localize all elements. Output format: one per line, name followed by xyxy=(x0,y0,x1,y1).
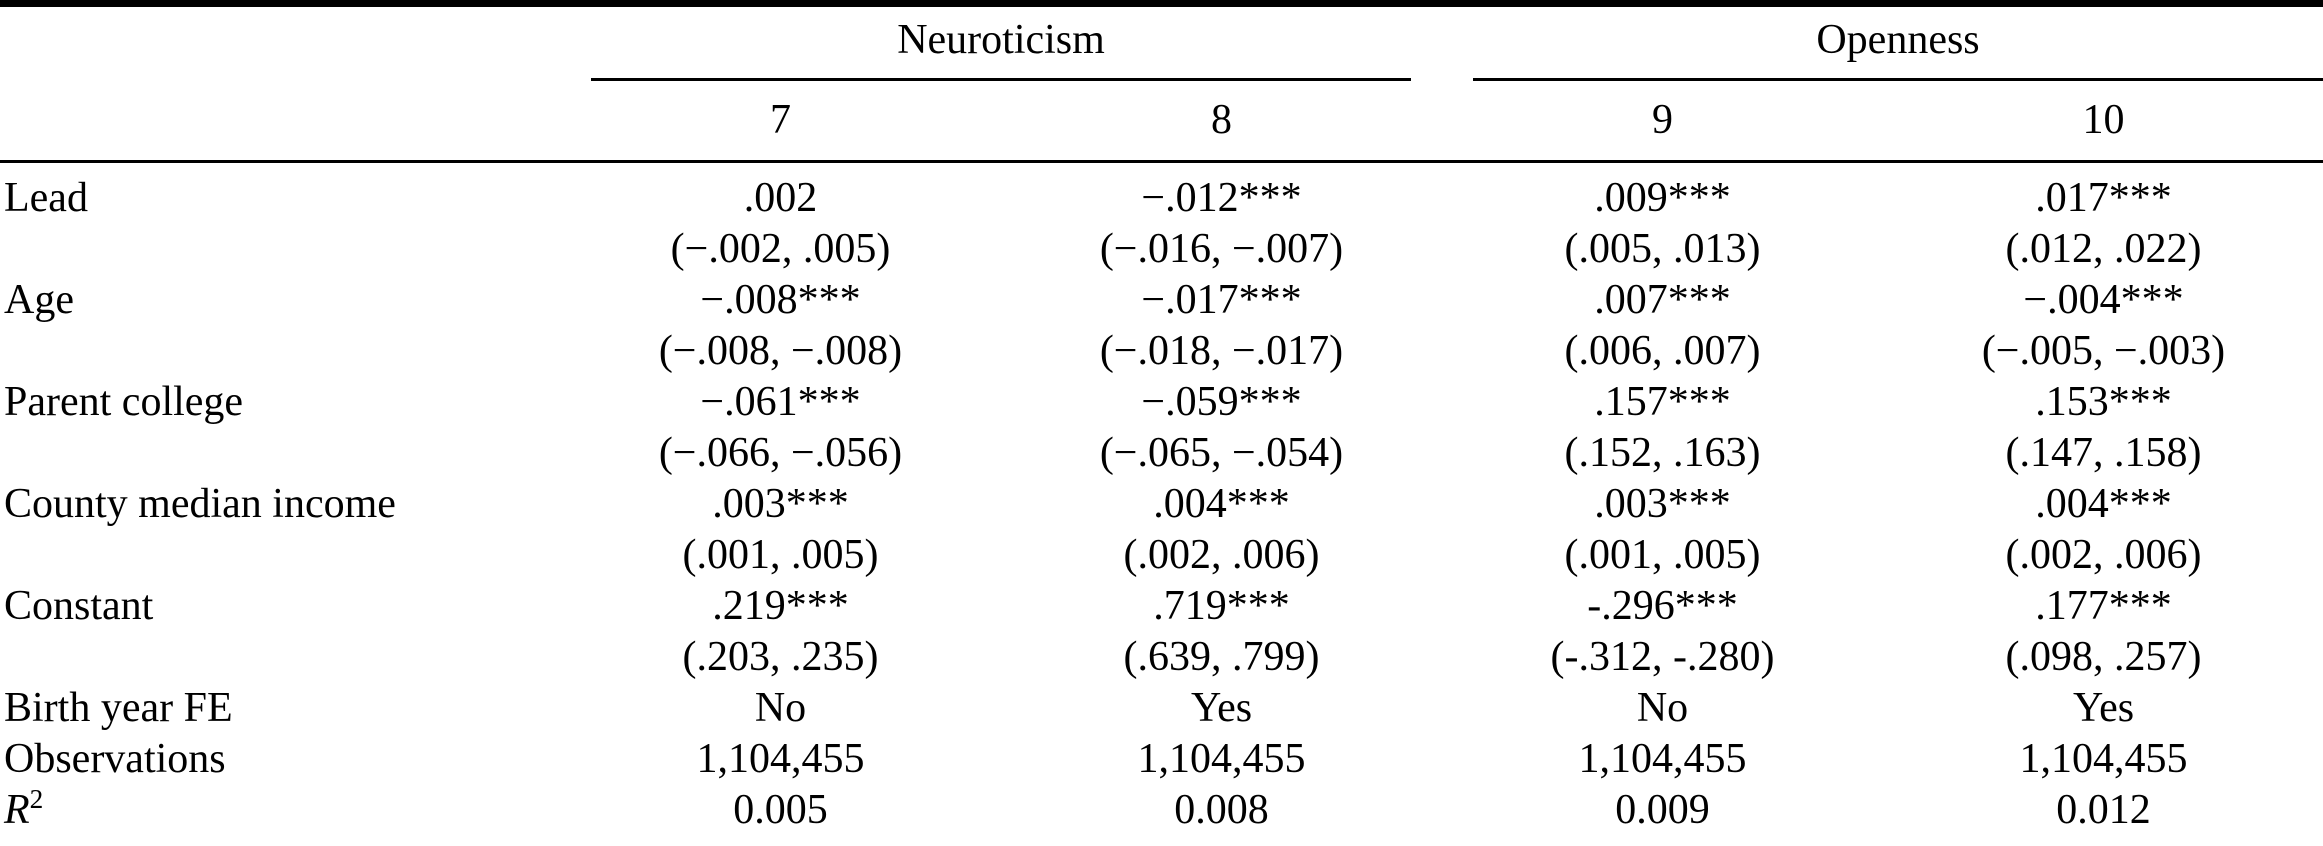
info-cell: 0.012 xyxy=(2056,787,2151,833)
ci-cell: (.012, .022) xyxy=(2005,226,2202,272)
ci-cell: (−.066, −.056) xyxy=(658,430,903,476)
estimate-cell: .003*** xyxy=(712,481,849,527)
info-row: Observations 1,104,455 1,104,455 1,104,455 1… xyxy=(0,734,2323,785)
ci-row: (−.066, −.056) (−.065, −.054) (.152, .163)… xyxy=(0,428,2323,479)
ci-cell: (.006, .007) xyxy=(1564,328,1761,374)
estimate-cell: −.061*** xyxy=(700,379,861,425)
ci-cell: (.152, .163) xyxy=(1564,430,1761,476)
coef-row: Lead .002 −.012*** .009*** .017*** xyxy=(0,162,2323,225)
estimate-cell: −.004*** xyxy=(2023,277,2184,323)
estimate-cell: .219*** xyxy=(712,583,849,629)
estimate-cell: .009*** xyxy=(1594,175,1731,221)
row-label-empty xyxy=(0,632,560,683)
row-label-empty xyxy=(0,224,560,275)
group-header-row: Neuroticism Openness xyxy=(0,4,2323,83)
group-label: Neuroticism xyxy=(897,17,1105,63)
row-label: Observations xyxy=(4,736,226,782)
estimate-cell: .153*** xyxy=(2035,379,2172,425)
group-label: Openness xyxy=(1816,17,1980,63)
info-row: Birth year FE No Yes No Yes xyxy=(0,683,2323,734)
estimate-cell: .002 xyxy=(743,175,818,221)
estimate-cell: .177*** xyxy=(2035,583,2172,629)
header-spacer xyxy=(0,4,560,83)
row-label: Parent college xyxy=(4,379,244,425)
ci-cell: (.147, .158) xyxy=(2005,430,2202,476)
column-header-9: 9 xyxy=(1442,82,1883,163)
ci-cell: (−.008, −.008) xyxy=(658,328,903,374)
ci-cell: (.005, .013) xyxy=(1564,226,1761,272)
estimate-cell: −.012*** xyxy=(1141,175,1302,221)
row-label: County median income xyxy=(4,481,396,527)
coef-row: Parent college −.061*** −.059*** .157*** .15… xyxy=(0,377,2323,428)
estimate-cell: −.059*** xyxy=(1141,379,1302,425)
estimate-cell: .017*** xyxy=(2035,175,2172,221)
info-cell: 0.009 xyxy=(1615,787,1710,833)
ci-row: (.001, .005) (.002, .006) (.001, .005) (.00… xyxy=(0,530,2323,581)
estimate-cell: .719*** xyxy=(1153,583,1290,629)
ci-cell: (.001, .005) xyxy=(1564,532,1761,578)
column-header-10: 10 xyxy=(1883,82,2323,163)
column-header-7: 7 xyxy=(560,82,1001,163)
ci-row: (.203, .235) (.639, .799) (-.312, -.280) (.… xyxy=(0,632,2323,683)
ci-cell: (.002, .006) xyxy=(1123,532,1320,578)
ci-cell: (.001, .005) xyxy=(682,532,879,578)
row-label: Birth year FE xyxy=(4,685,233,731)
row-label-empty xyxy=(0,428,560,479)
column-number-row: 7 8 9 10 xyxy=(0,82,2323,163)
info-cell: 1,104,455 xyxy=(2019,736,2188,782)
info-cell: 1,104,455 xyxy=(1137,736,1306,782)
estimate-cell: .004*** xyxy=(2035,481,2172,527)
r-squared-exponent: 2 xyxy=(29,784,44,814)
ci-cell: (.639, .799) xyxy=(1123,634,1320,680)
ci-row: (−.008, −.008) (−.018, −.017) (.006, .007)… xyxy=(0,326,2323,377)
coef-row: Constant .219*** .719*** -.296*** .177*** xyxy=(0,581,2323,632)
ci-row: (−.002, .005) (−.016, −.007) (.005, .013) (… xyxy=(0,224,2323,275)
coef-row: County median income .003*** .004*** .003**… xyxy=(0,479,2323,530)
coef-row: Age −.008*** −.017*** .007*** −.004*** xyxy=(0,275,2323,326)
estimate-cell: .003*** xyxy=(1594,481,1731,527)
row-label: Age xyxy=(4,277,74,323)
ci-cell: (-.312, -.280) xyxy=(1550,634,1775,680)
header-spacer xyxy=(0,82,560,163)
ci-cell: (.203, .235) xyxy=(682,634,879,680)
table-body: Lead .002 −.012*** .009*** .017*** (−.002, .0… xyxy=(0,162,2323,846)
column-header-8: 8 xyxy=(1001,82,1442,163)
info-cell: 1,104,455 xyxy=(1578,736,1747,782)
group-header-neuroticism: Neuroticism xyxy=(560,4,1442,83)
ci-cell: (−.018, −.017) xyxy=(1099,328,1344,374)
ci-cell: (−.065, −.054) xyxy=(1099,430,1344,476)
estimate-cell: −.017*** xyxy=(1141,277,1302,323)
info-cell: Yes xyxy=(2072,685,2135,731)
info-cell: Yes xyxy=(1190,685,1253,731)
row-label-empty xyxy=(0,326,560,377)
estimate-cell: −.008*** xyxy=(700,277,861,323)
r-squared-symbol: R xyxy=(4,787,30,833)
estimate-cell: .004*** xyxy=(1153,481,1290,527)
estimate-cell: -.296*** xyxy=(1587,583,1738,629)
ci-cell: (−.002, .005) xyxy=(670,226,891,272)
ci-cell: (.002, .006) xyxy=(2005,532,2202,578)
ci-cell: (−.005, −.003) xyxy=(1981,328,2226,374)
info-row: R2 0.005 0.008 0.009 0.012 xyxy=(0,785,2323,846)
table-header: Neuroticism Openness 7 8 9 10 xyxy=(0,4,2323,163)
info-cell: No xyxy=(1636,685,1689,731)
row-label: Constant xyxy=(4,583,154,629)
info-cell: 1,104,455 xyxy=(696,736,865,782)
group-spanner: Neuroticism xyxy=(591,8,1411,81)
group-spanner: Openness xyxy=(1473,8,2323,81)
estimate-cell: .007*** xyxy=(1594,277,1731,323)
estimate-cell: .157*** xyxy=(1594,379,1731,425)
group-header-openness: Openness xyxy=(1442,4,2323,83)
row-label: Lead xyxy=(4,175,88,221)
row-label: R2 xyxy=(0,785,560,846)
ci-cell: (.098, .257) xyxy=(2005,634,2202,680)
ci-cell: (−.016, −.007) xyxy=(1099,226,1344,272)
info-cell: 0.005 xyxy=(733,787,828,833)
info-cell: 0.008 xyxy=(1174,787,1269,833)
info-cell: No xyxy=(754,685,807,731)
row-label-empty xyxy=(0,530,560,581)
